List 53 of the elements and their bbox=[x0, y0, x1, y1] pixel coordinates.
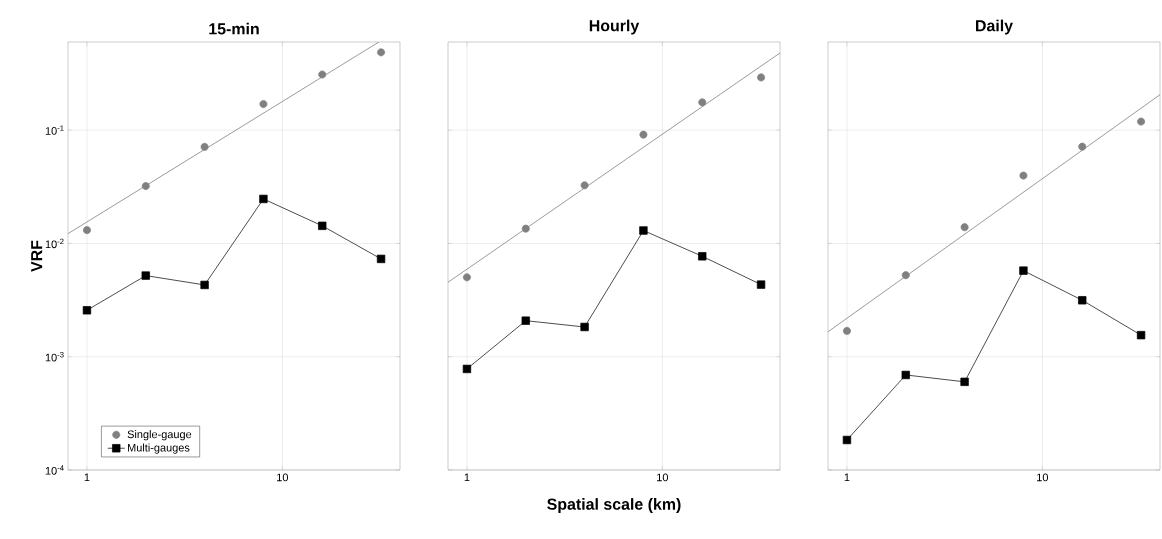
point bbox=[580, 181, 589, 190]
point bbox=[521, 316, 530, 325]
point bbox=[259, 100, 268, 108]
point bbox=[1078, 142, 1087, 151]
legend-label: Single-gauge bbox=[127, 430, 192, 441]
x-tick-label: 10 bbox=[657, 473, 669, 482]
y-tick-label: 10$^{-1}$ bbox=[45, 125, 64, 135]
point bbox=[200, 280, 209, 290]
point bbox=[1136, 331, 1146, 340]
point bbox=[901, 271, 910, 280]
point bbox=[376, 254, 386, 264]
point bbox=[83, 226, 91, 235]
x-tick-label: 10 bbox=[277, 473, 289, 482]
point bbox=[698, 98, 707, 107]
x-tick-label: 1 bbox=[844, 473, 850, 482]
x-tick-label: 1 bbox=[84, 473, 90, 482]
point bbox=[960, 377, 969, 386]
point bbox=[1137, 117, 1146, 126]
point bbox=[259, 194, 268, 204]
point bbox=[842, 435, 852, 445]
point bbox=[843, 326, 851, 335]
point bbox=[960, 223, 969, 232]
point bbox=[1078, 296, 1087, 305]
point bbox=[698, 252, 707, 261]
point bbox=[1019, 266, 1028, 275]
y-tick-label: 10$^{-2}$ bbox=[45, 238, 64, 249]
chart-title: Daily bbox=[976, 19, 1013, 35]
point bbox=[639, 130, 648, 139]
y-axis-title: VRF bbox=[31, 240, 43, 272]
point bbox=[901, 370, 910, 380]
point bbox=[462, 364, 472, 374]
point bbox=[141, 271, 150, 280]
point bbox=[521, 224, 530, 233]
point bbox=[318, 70, 327, 79]
legend-label: Multi-gauges bbox=[128, 443, 190, 454]
x-tick-label: 10 bbox=[1037, 473, 1049, 482]
point bbox=[200, 142, 209, 151]
y-tick-label: 10$^{-4}$ bbox=[45, 465, 64, 475]
point bbox=[141, 182, 150, 190]
point bbox=[639, 226, 648, 235]
point bbox=[757, 73, 766, 82]
point bbox=[318, 221, 327, 230]
x-axis-title: Spatial scale (km) bbox=[547, 498, 681, 513]
point bbox=[756, 280, 766, 289]
y-tick-label: 10$^{-3}$ bbox=[45, 351, 64, 362]
chart-title: Hourly bbox=[589, 19, 640, 35]
point bbox=[463, 273, 471, 282]
point bbox=[82, 306, 92, 315]
x-tick-label: 1 bbox=[464, 473, 470, 482]
chart-title: 15-min bbox=[209, 22, 259, 35]
point bbox=[580, 322, 589, 332]
point bbox=[377, 48, 386, 57]
point bbox=[1019, 171, 1028, 180]
